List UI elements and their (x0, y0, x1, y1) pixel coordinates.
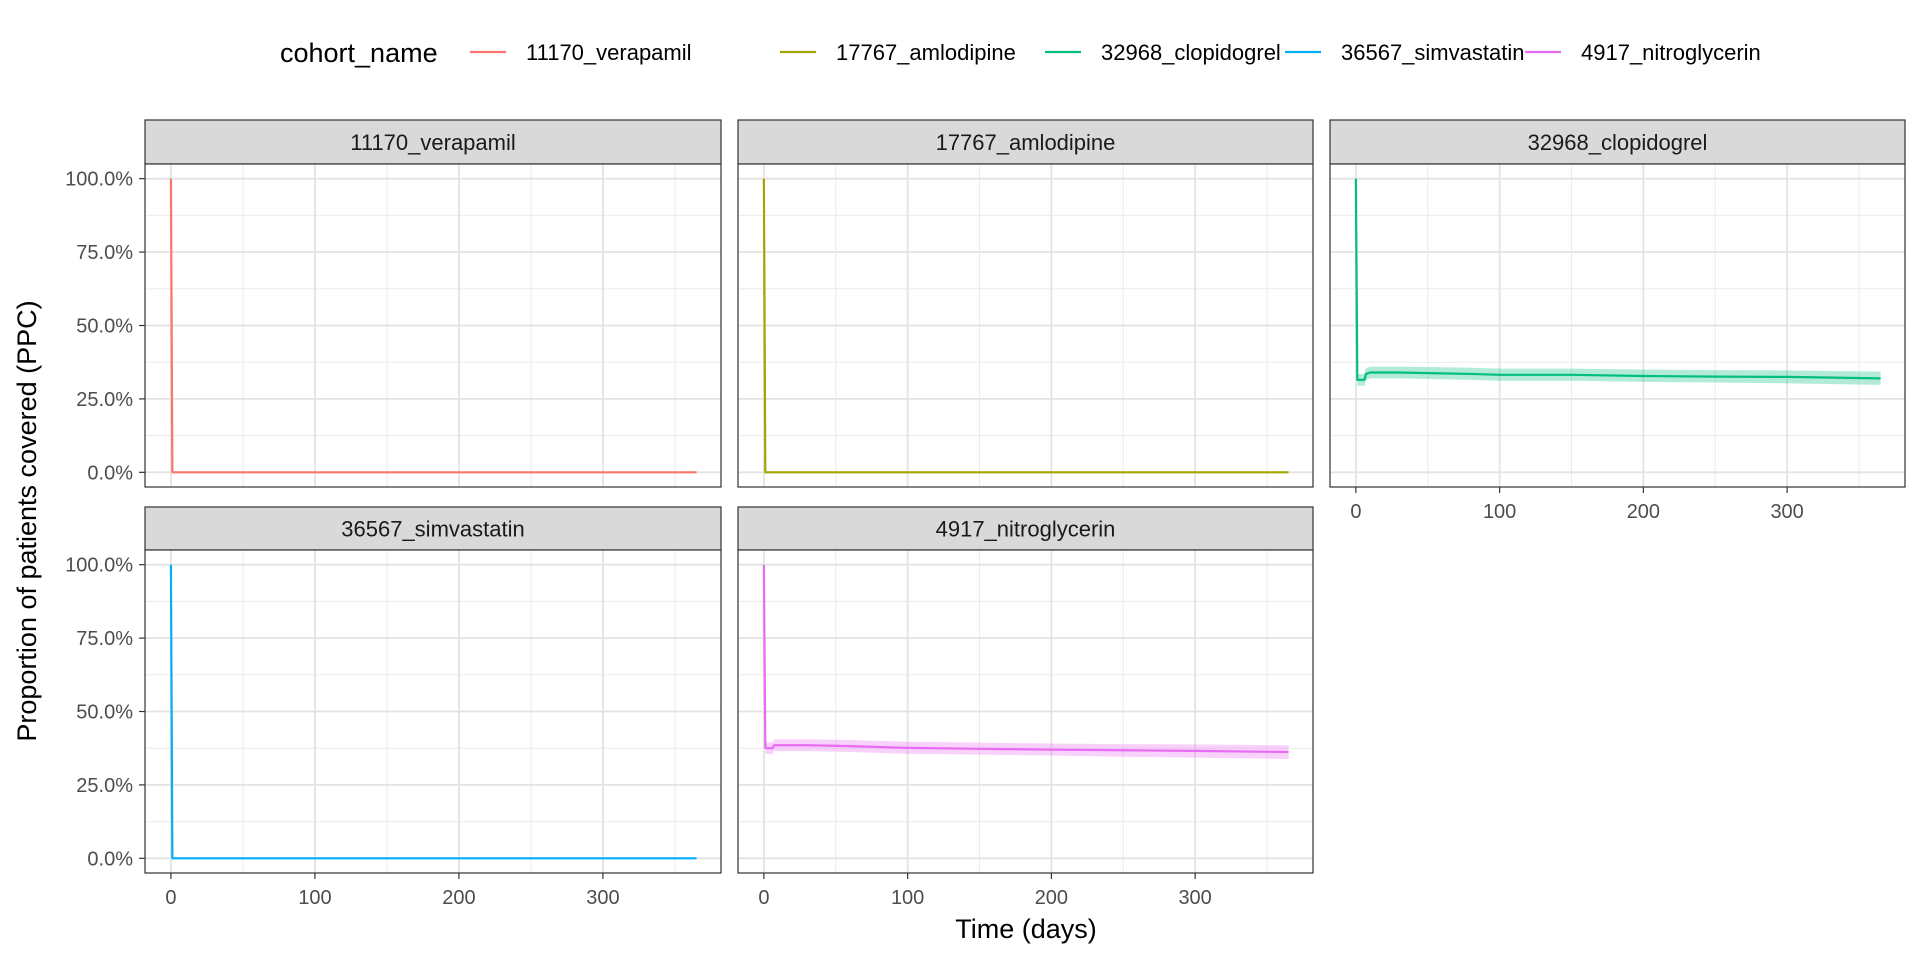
strip-label-17767_amlodipine: 17767_amlodipine (936, 130, 1116, 155)
panel-border (737, 163, 1314, 488)
gridlines (738, 550, 1313, 873)
x-tick-label: 100 (891, 887, 924, 909)
y-tick-label: 75.0% (76, 628, 133, 650)
x-tick-label: 0 (1350, 501, 1361, 523)
legend-label-32968_clopidogrel: 32968_clopidogrel (1101, 40, 1281, 65)
x-axis-title: Time (days) (955, 914, 1097, 944)
strip-label-11170_verapamil: 11170_verapamil (350, 130, 516, 155)
legend-label-36567_simvastatin: 36567_simvastatin (1341, 40, 1524, 65)
x-axis: 0 100 200 300 (1350, 487, 1804, 523)
x-tick-label: 300 (586, 887, 619, 909)
series-line-4917_nitroglycerin (762, 564, 1289, 754)
panel-border (737, 549, 1314, 874)
y-tick-label: 50.0% (76, 702, 133, 724)
legend-label-11170_verapamil: 11170_verapamil (526, 40, 692, 65)
x-tick-label: 300 (1770, 501, 1803, 523)
y-tick-label: 25.0% (76, 775, 133, 797)
y-tick-label: 100.0% (65, 169, 133, 191)
gridlines (1330, 164, 1905, 487)
y-tick-label: 100.0% (65, 555, 133, 577)
series-line-32968_clopidogrel (1354, 178, 1881, 381)
panel-32968_clopidogrel: 32968_clopidogrel 0 100 200 300 (1329, 119, 1906, 523)
x-tick-label: 100 (298, 887, 331, 909)
x-tick-label: 200 (442, 887, 475, 909)
panel-border (1329, 163, 1906, 488)
x-tick-label: 200 (1627, 501, 1660, 523)
legend-title: cohort_name (280, 38, 438, 68)
series-line-36567_simvastatin (169, 564, 697, 860)
y-tick-label: 25.0% (76, 389, 133, 411)
strip-label-4917_nitroglycerin: 4917_nitroglycerin (936, 517, 1116, 542)
y-tick-label: 50.0% (76, 316, 133, 338)
x-axis: 0 100 200 300 (758, 873, 1212, 909)
strip-label-32968_clopidogrel: 32968_clopidogrel (1528, 130, 1708, 155)
panel-11170_verapamil: 11170_verapamil 0.0% 25.0% 50.0% 75.0% 100.0% (65, 119, 722, 488)
panel-4917_nitroglycerin: 4917_nitroglycerin 0 100 200 300 (737, 506, 1314, 909)
y-axis: 0.0% 25.0% 50.0% 75.0% 100.0% (65, 555, 145, 870)
facet-panels: 11170_verapamil 0.0% 25.0% 50.0% 75.0% 100.0%… (65, 119, 1906, 909)
x-tick-label: 100 (1483, 501, 1516, 523)
strip-label-36567_simvastatin: 36567_simvastatin (341, 517, 524, 542)
x-tick-label: 300 (1178, 887, 1211, 909)
x-tick-label: 0 (165, 887, 176, 909)
y-axis: 0.0% 25.0% 50.0% 75.0% 100.0% (65, 169, 145, 484)
y-tick-label: 0.0% (87, 462, 133, 484)
panel-17767_amlodipine: 17767_amlodipine (737, 119, 1314, 488)
x-axis: 0 100 200 300 (165, 873, 620, 909)
legend: cohort_name 11170_verapamil 17767_amlodipi… (280, 38, 1761, 68)
strip-background (737, 506, 1314, 551)
legend-label-4917_nitroglycerin: 4917_nitroglycerin (1581, 40, 1761, 65)
series-line-11170_verapamil (169, 178, 697, 474)
strip-background (737, 119, 1314, 165)
x-tick-label: 200 (1035, 887, 1068, 909)
y-axis-title: Proportion of patients covered (PPC) (12, 300, 42, 741)
y-tick-label: 0.0% (87, 848, 133, 870)
panel-36567_simvastatin: 36567_simvastatin 0.0% 25.0% 50.0% 75.0% 100.… (65, 506, 722, 909)
x-tick-label: 0 (758, 887, 769, 909)
legend-label-17767_amlodipine: 17767_amlodipine (836, 40, 1016, 65)
ci-ribbon-4917_nitroglycerin (763, 564, 1289, 760)
series-line-17767_amlodipine (762, 178, 1289, 474)
y-tick-label: 75.0% (76, 242, 133, 264)
